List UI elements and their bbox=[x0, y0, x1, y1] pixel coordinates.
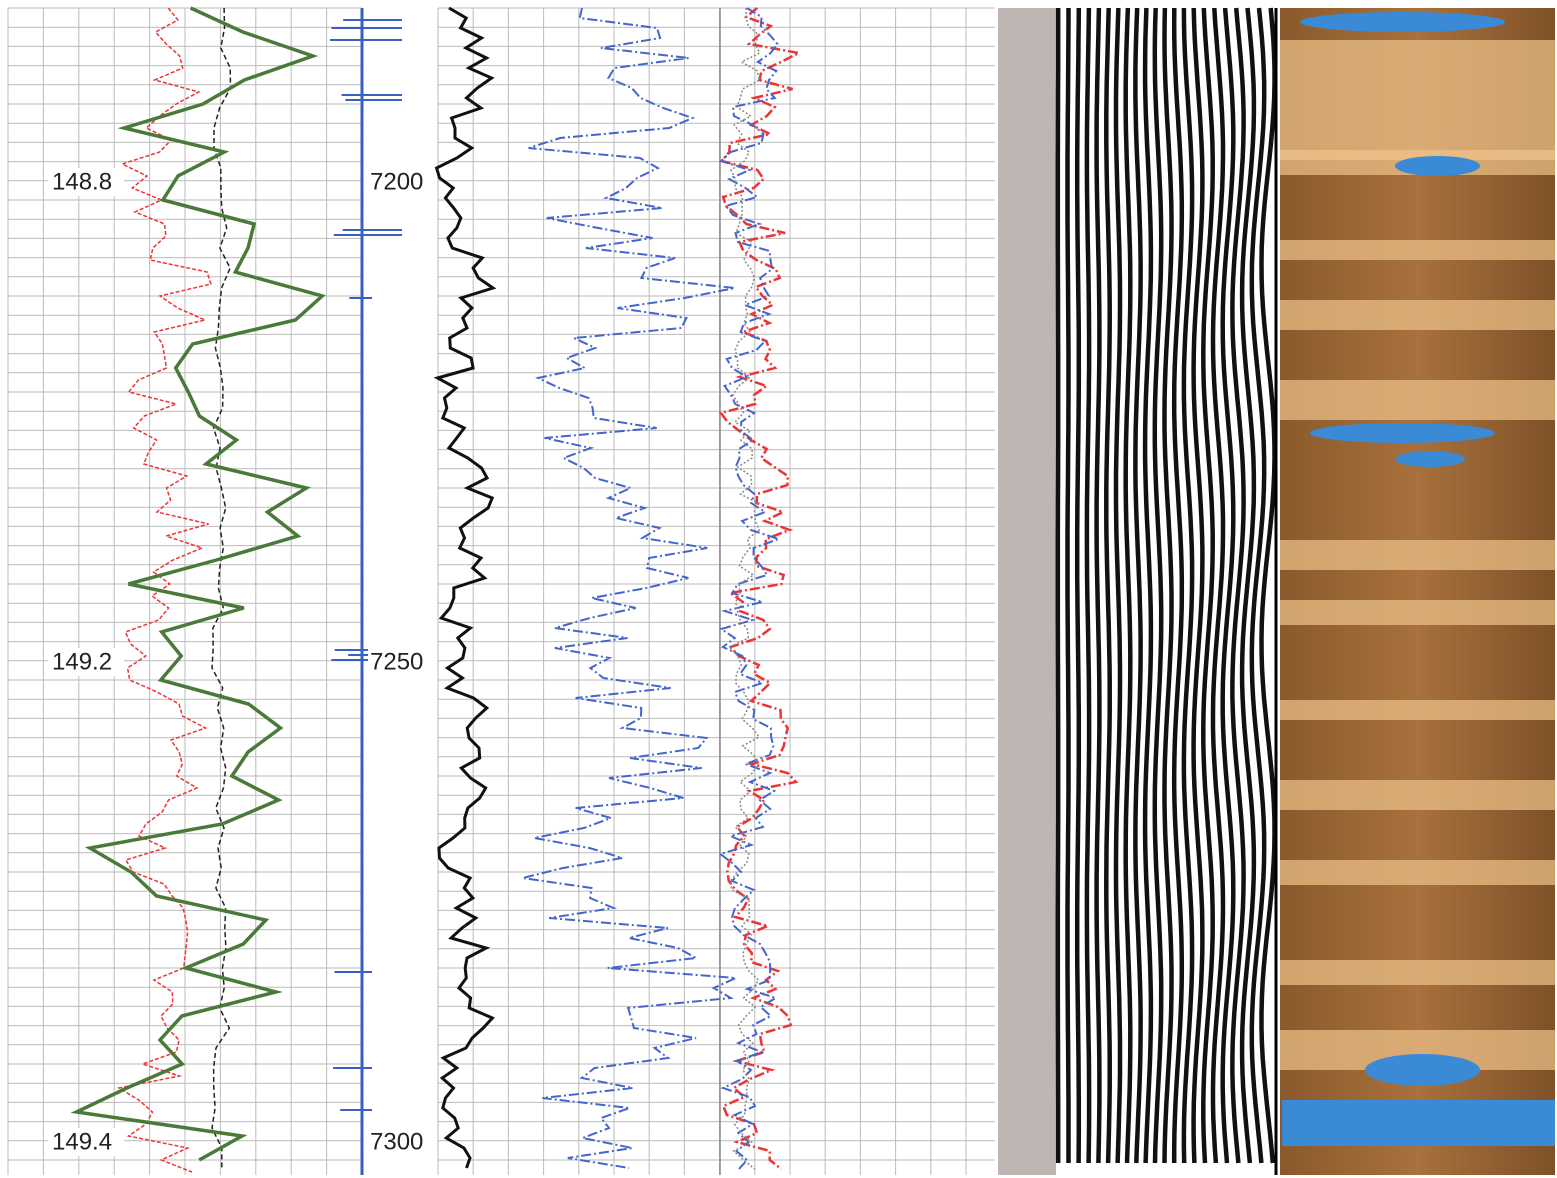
log-curves bbox=[70, 6, 803, 1173]
time-label: 7250 bbox=[370, 648, 423, 675]
depth-label: 149.2 bbox=[52, 648, 112, 675]
waveform-stripe bbox=[1191, 7, 1205, 1164]
waveform-stripe bbox=[1201, 7, 1215, 1164]
waveform-stripe bbox=[1133, 7, 1143, 1164]
time-label: 7300 bbox=[370, 1128, 423, 1155]
track-1-grid bbox=[7, 7, 363, 1175]
time-label: 7200 bbox=[370, 168, 423, 195]
waveform-stripe bbox=[1142, 7, 1154, 1164]
waveform-stripe bbox=[1171, 7, 1185, 1163]
waveform-stripe bbox=[1074, 7, 1082, 1164]
label-bg bbox=[368, 648, 432, 676]
waveform-stripe bbox=[1065, 8, 1071, 1163]
log-curve bbox=[728, 7, 761, 1170]
image-band bbox=[1280, 380, 1555, 420]
log-curve bbox=[718, 7, 803, 1170]
image-band bbox=[1280, 540, 1555, 570]
image-band bbox=[1280, 700, 1555, 720]
waveform-stripe bbox=[1123, 7, 1133, 1164]
depth-label: 149.4 bbox=[52, 1128, 112, 1155]
label-bg bbox=[368, 168, 432, 196]
label-bg bbox=[48, 648, 124, 676]
image-band bbox=[1280, 600, 1555, 625]
waveform-stripe bbox=[1181, 7, 1195, 1164]
waveform-track bbox=[998, 7, 1278, 1175]
label-bg bbox=[368, 1128, 432, 1156]
track-2-grid bbox=[437, 7, 995, 1175]
image-feature bbox=[1395, 451, 1465, 467]
waveform-stripe bbox=[1230, 7, 1246, 1164]
waveform-stripe bbox=[1210, 7, 1226, 1164]
depth-label: 148.8 bbox=[52, 168, 112, 195]
waveform-stripe bbox=[1220, 7, 1236, 1164]
image-band bbox=[1280, 240, 1555, 260]
image-feature bbox=[1310, 423, 1495, 443]
image-band bbox=[1280, 860, 1555, 885]
image-band bbox=[1280, 780, 1555, 810]
waveform-stripe bbox=[1259, 7, 1277, 1164]
waveform-stripe bbox=[1104, 7, 1112, 1164]
image-log-track bbox=[1280, 8, 1555, 1175]
image-band bbox=[1280, 300, 1555, 330]
image-feature bbox=[1300, 12, 1505, 32]
image-feature bbox=[1365, 1054, 1480, 1086]
log-curve bbox=[211, 7, 232, 1168]
label-bg bbox=[48, 1128, 124, 1156]
log-curve bbox=[70, 6, 326, 1162]
image-band bbox=[1280, 40, 1555, 160]
waveform-stripe bbox=[1249, 7, 1267, 1164]
label-bg bbox=[48, 168, 124, 196]
waveform-stripe bbox=[1152, 7, 1164, 1164]
waveform-stripe bbox=[1239, 7, 1257, 1164]
log-curve bbox=[522, 7, 740, 1169]
log-curve bbox=[718, 7, 782, 1170]
waveform-band bbox=[998, 8, 1056, 1175]
log-curve bbox=[433, 6, 497, 1169]
waveform-stripe bbox=[1094, 7, 1102, 1164]
waveform-stripe bbox=[1084, 7, 1092, 1164]
image-feature bbox=[1282, 1100, 1555, 1146]
image-log bbox=[1280, 8, 1555, 1175]
waveform-stripe bbox=[1113, 7, 1123, 1164]
image-band bbox=[1280, 960, 1555, 985]
waveform-stripe bbox=[1162, 7, 1174, 1164]
image-feature bbox=[1395, 156, 1480, 176]
